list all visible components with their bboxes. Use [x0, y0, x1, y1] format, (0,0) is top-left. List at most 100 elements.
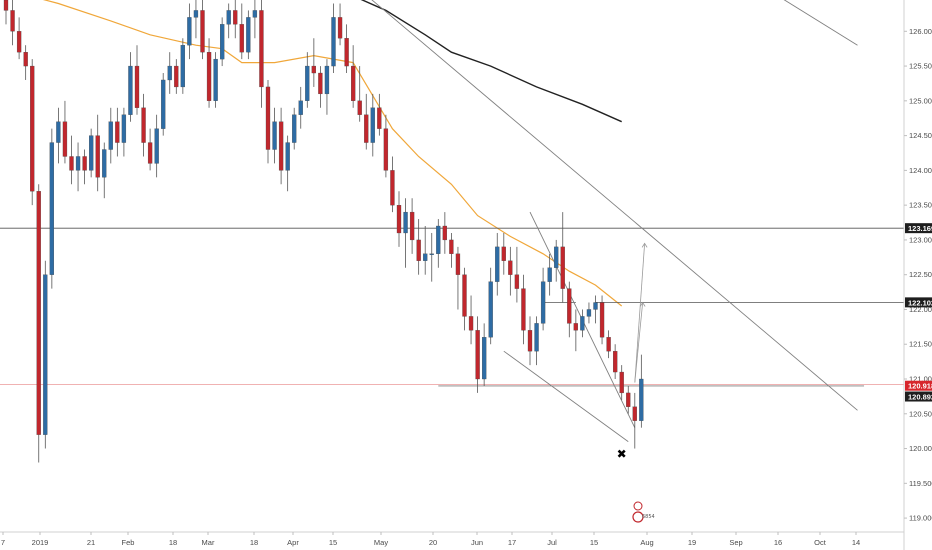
price-axis: 126.000 125.500 125.000 124.500 124.000 123.5… [903, 0, 932, 550]
x-tick-label: 20 [429, 538, 437, 547]
candle-body [442, 225, 448, 241]
projection-line [634, 302, 644, 383]
y-tick-label: 122.000 [909, 305, 932, 314]
candle-body [501, 246, 506, 261]
candle-body [527, 330, 533, 352]
candle-body [357, 100, 362, 115]
candle-body [573, 323, 578, 331]
candle-body [161, 79, 166, 129]
candle-body [193, 10, 199, 18]
candle-body [82, 156, 87, 171]
y-tick-label: 125.000 [909, 96, 932, 105]
candle-body [265, 86, 271, 150]
y-tick-label: 126.000 [909, 27, 932, 36]
candle-body [377, 107, 382, 129]
y-tick-label: 123.000 [909, 235, 932, 244]
candle-body [49, 142, 54, 275]
candle-body [613, 351, 618, 373]
x-tick-label: Mar [202, 538, 215, 547]
price-flag [905, 391, 932, 402]
candle-body [318, 72, 323, 95]
candle-body [514, 274, 520, 289]
y-tick-label: 120.000 [909, 444, 932, 453]
y-tick-label: 119.500 [909, 479, 932, 488]
candle-body [56, 121, 61, 143]
candle-body [102, 149, 107, 178]
candle-body [62, 121, 68, 157]
level-flag-label: 122.102 [908, 298, 932, 307]
candle-body [409, 211, 415, 241]
candle-body [580, 316, 585, 331]
candle-body [226, 10, 231, 25]
candle-body [390, 170, 395, 206]
candle-body [174, 65, 179, 88]
candle-body [619, 371, 624, 394]
candle-body [278, 121, 284, 171]
candle-body [560, 246, 565, 289]
x-tick-label: 21 [87, 538, 95, 547]
candle-body [3, 0, 9, 11]
y-tick-label: 125.500 [909, 62, 932, 71]
candle-body [475, 330, 480, 380]
candle-body [180, 45, 186, 88]
x-tick-label: Aug [640, 538, 653, 547]
projection-arrowhead [641, 242, 648, 248]
candle-body [462, 274, 467, 317]
candle-body [259, 10, 264, 88]
time-axis: 7 2019 21 Feb 18 Mar 18 Apr 15 May 20 Jun 17 Jul 15 Aug… [0, 531, 904, 547]
candle-body [219, 24, 225, 60]
candle-body [540, 281, 546, 324]
candle-body [115, 121, 120, 143]
candle-body [495, 246, 500, 282]
candle-body [344, 38, 349, 67]
candle-body [488, 281, 493, 338]
x-tick-label: May [374, 538, 388, 547]
candle-body [429, 253, 434, 255]
trendline [371, 0, 858, 411]
candle-body [383, 128, 389, 171]
candle-body [364, 114, 369, 143]
x-tick-label: 15 [329, 538, 337, 547]
candle-body [337, 17, 343, 39]
x-tick-label: 19 [688, 538, 696, 547]
price-flag-label: 120.892 [908, 393, 932, 402]
candle-body [187, 17, 192, 46]
x-tick-label: Feb [122, 538, 135, 547]
candle-body [167, 65, 172, 81]
candle-body [23, 52, 28, 67]
candle-body [423, 253, 428, 261]
y-tick-label: 121.500 [909, 340, 932, 349]
candle-body [508, 260, 513, 275]
candle-body [403, 211, 408, 234]
candle-body [370, 107, 375, 143]
candle-body [449, 239, 454, 254]
drawn-lines [0, 0, 904, 442]
candle-body [206, 52, 212, 101]
x-tick-label: Jun [471, 538, 483, 547]
y-tick-label: 122.500 [909, 270, 932, 279]
candle-body [154, 128, 159, 164]
x-tick-label: 2019 [32, 538, 49, 547]
candle-body [521, 288, 526, 331]
candle-body [200, 10, 205, 53]
x-marker: ✖ [617, 447, 627, 461]
candle-body [89, 135, 94, 171]
candle-body [534, 323, 539, 352]
y-tick-label: 123.500 [909, 201, 932, 210]
y-tick-label: 120.500 [909, 409, 932, 418]
candle-body [554, 246, 559, 268]
level-flag-label: 123.169 [908, 224, 932, 233]
x-tick-label: 17 [508, 538, 516, 547]
price-flag [905, 380, 932, 391]
candle-body [246, 17, 251, 53]
x-tick-label: Sep [729, 538, 742, 547]
candle-body [233, 10, 238, 25]
candle-body [292, 114, 297, 143]
candle-body [632, 406, 637, 421]
ma-slow-line [360, 0, 622, 123]
candle-body [285, 142, 290, 171]
candle-body [396, 205, 402, 234]
candle-body [272, 121, 277, 150]
candle-body [547, 267, 552, 282]
